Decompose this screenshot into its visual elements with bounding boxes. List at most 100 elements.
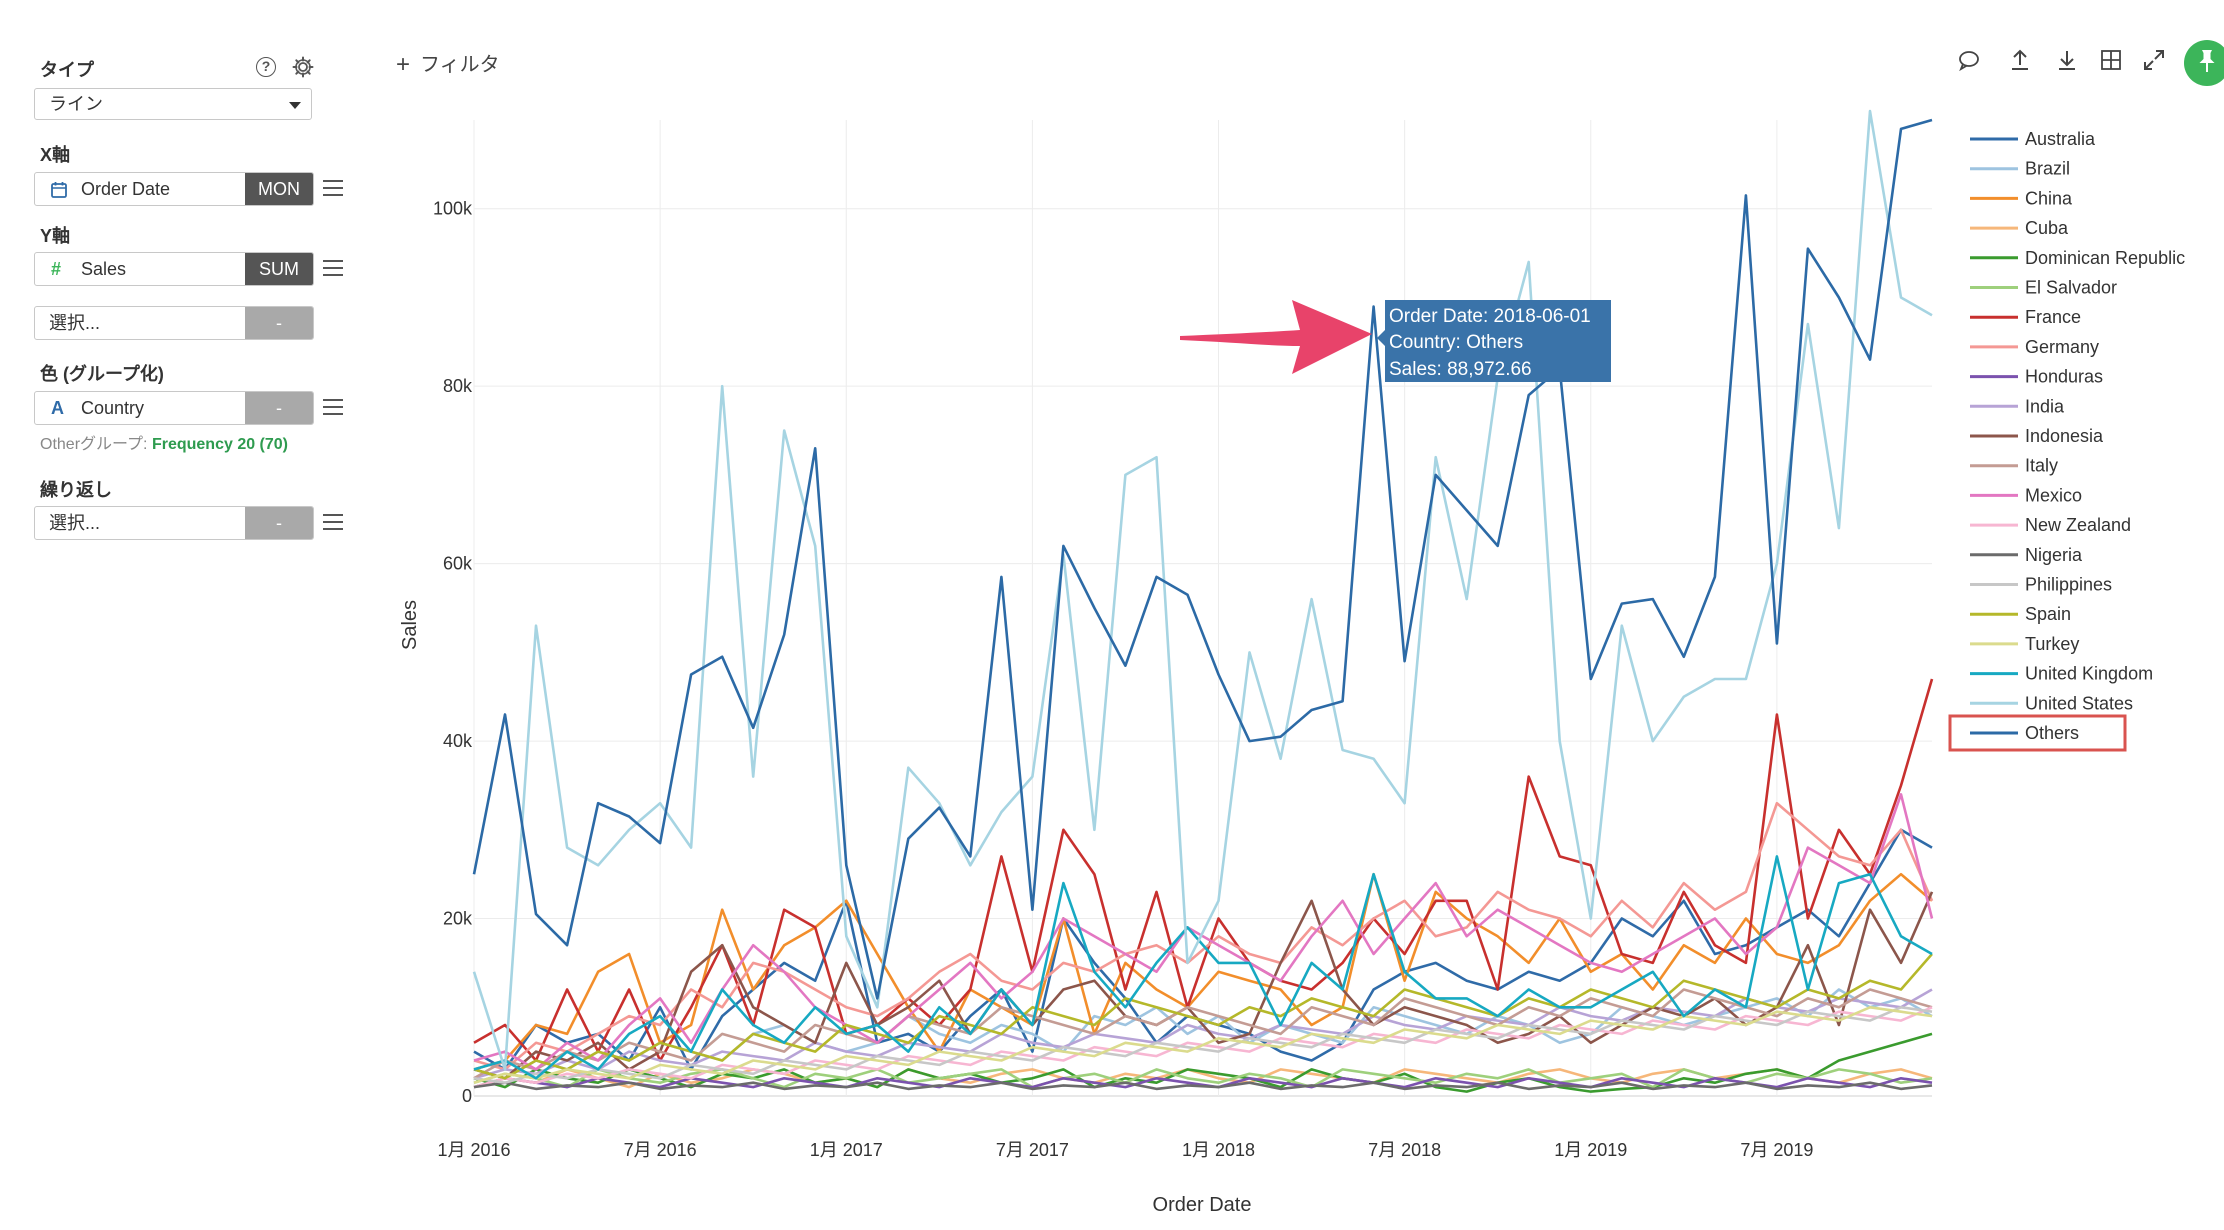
other-group-note: Otherグループ: Frequency 20 (70)	[40, 430, 288, 454]
legend-item-cuba[interactable]: Cuba	[1970, 218, 2069, 238]
chart-type-value: ライン	[49, 94, 103, 114]
legend-item-others[interactable]: Others	[1948, 714, 2127, 752]
color-aggregation-button[interactable]: -	[245, 392, 313, 424]
pin-button[interactable]	[2184, 40, 2224, 86]
legend-item-mexico[interactable]: Mexico	[1970, 485, 2082, 505]
legend-item-honduras[interactable]: Honduras	[1970, 367, 2103, 387]
x-axis-aggregation-button[interactable]: MON	[245, 173, 313, 205]
legend-item-spain[interactable]: Spain	[1970, 604, 2071, 624]
numeric-type-icon: #	[51, 259, 62, 279]
legend-label: France	[2025, 307, 2081, 327]
text-type-icon: A	[51, 398, 64, 418]
y-tick-label: 80k	[443, 376, 473, 396]
x-tick-label: 1月 2019	[1554, 1140, 1627, 1160]
series-line-spain[interactable]	[473, 953, 1933, 1080]
tooltip-pointer	[1377, 330, 1385, 346]
plus-icon: +	[396, 51, 411, 78]
table-icon[interactable]	[2099, 48, 2123, 72]
series-line-philippines[interactable]	[473, 1005, 1933, 1084]
series-line-united-states[interactable]	[472, 109, 1933, 1071]
legend-item-germany[interactable]: Germany	[1970, 337, 2099, 357]
y-tick-label: 40k	[443, 731, 473, 751]
comment-icon[interactable]	[1957, 48, 1981, 72]
series-line-italy[interactable]	[473, 988, 1933, 1080]
y-axis-field[interactable]: # Sales SUM	[34, 252, 314, 286]
upload-icon[interactable]	[2008, 48, 2032, 72]
other-group-label: Otherグループ:	[40, 436, 152, 453]
legend-item-france[interactable]: France	[1970, 307, 2081, 327]
legend-label: Australia	[2025, 129, 2096, 149]
legend-item-italy[interactable]: Italy	[1970, 456, 2058, 476]
repeat-menu-icon[interactable]	[323, 514, 343, 530]
legend-item-turkey[interactable]: Turkey	[1970, 634, 2079, 654]
legend-label: Nigeria	[2025, 545, 2083, 565]
pointer-arrow-icon	[1180, 300, 1372, 374]
series-line-others[interactable]	[472, 118, 1933, 1000]
legend-item-united-states[interactable]: United States	[1970, 693, 2133, 713]
other-group-frequency-link[interactable]: Frequency 20 (70)	[151, 436, 289, 453]
series-line-turkey[interactable]	[473, 1005, 1933, 1084]
legend-item-new-zealand[interactable]: New Zealand	[1970, 515, 2131, 535]
series-line-china[interactable]	[473, 872, 1933, 1071]
y-tick-label: 20k	[443, 909, 473, 929]
legend-item-india[interactable]: India	[1970, 396, 2065, 416]
legend-label: United States	[2025, 693, 2133, 713]
x-tick-label: 7月 2018	[1368, 1140, 1441, 1160]
series-line-united-kingdom[interactable]	[473, 855, 1933, 1080]
question-circle-icon[interactable]: ?	[256, 57, 276, 77]
legend-item-philippines[interactable]: Philippines	[1970, 575, 2112, 595]
y-axis-field-label: Sales	[81, 259, 127, 279]
legend-item-china[interactable]: China	[1970, 188, 2073, 208]
series-line-nigeria[interactable]	[473, 1081, 1933, 1091]
x-tick-label: 1月 2017	[810, 1140, 883, 1160]
chart-series	[472, 109, 1934, 1093]
y-axis: 0 20k 40k 60k 80k 100k	[433, 199, 473, 1106]
y-extra-select[interactable]: 選択... -	[34, 306, 314, 340]
series-line-dominican-republic[interactable]	[473, 1032, 1933, 1093]
series-line-france[interactable]	[473, 678, 1934, 1062]
legend-item-indonesia[interactable]: Indonesia	[1970, 426, 2104, 446]
legend-item-el-salvador[interactable]: El Salvador	[1970, 278, 2117, 298]
color-menu-icon[interactable]	[323, 399, 343, 415]
legend-label: Brazil	[2025, 159, 2070, 179]
filter-label: フィルタ	[420, 54, 500, 76]
chart-type-select[interactable]: ライン	[34, 88, 312, 120]
legend-item-united-kingdom[interactable]: United Kingdom	[1970, 664, 2153, 684]
add-filter-button[interactable]: + フィルタ	[396, 48, 500, 79]
legend-label: Italy	[2025, 456, 2058, 476]
x-tick-label: 7月 2019	[1740, 1140, 1813, 1160]
x-axis-menu-icon[interactable]	[323, 180, 343, 196]
x-axis-field[interactable]: Order Date MON	[34, 172, 314, 206]
x-tick-label: 1月 2016	[437, 1140, 510, 1160]
y-axis-aggregation-button[interactable]: SUM	[245, 253, 313, 285]
series-line-germany[interactable]	[473, 801, 1934, 1071]
legend-label: New Zealand	[2025, 515, 2131, 535]
x-tick-label: 7月 2017	[996, 1140, 1069, 1160]
legend-item-dominican-republic[interactable]: Dominican Republic	[1970, 248, 2185, 268]
repeat-placeholder: 選択...	[49, 513, 101, 533]
color-field[interactable]: A Country -	[34, 391, 314, 425]
repeat-select[interactable]: 選択... -	[34, 506, 314, 540]
gear-icon[interactable]	[292, 56, 314, 78]
chart-settings-panel: タイプ ? ライン X軸 Order Date MON Y軸 # Sales S…	[0, 0, 370, 1230]
y-axis-menu-icon[interactable]	[323, 260, 343, 276]
legend-label: Cuba	[2025, 218, 2069, 238]
y-extra-placeholder: 選択...	[49, 313, 101, 333]
chart-gridlines	[473, 120, 1932, 1097]
legend-highlight-box	[1948, 714, 2127, 752]
legend-label: Turkey	[2025, 634, 2079, 654]
x-axis-field-label: Order Date	[81, 179, 171, 199]
legend-label: Germany	[2025, 337, 2099, 357]
series-line-el-salvador[interactable]	[473, 1068, 1933, 1089]
legend-label: Dominican Republic	[2025, 248, 2185, 268]
download-icon[interactable]	[2055, 48, 2079, 72]
expand-icon[interactable]	[2142, 48, 2166, 72]
legend-label: Others	[2025, 723, 2079, 743]
x-tick-label: 1月 2018	[1182, 1140, 1255, 1160]
chart-legend[interactable]: Australia Brazil China Cuba Dominican Republ…	[1948, 129, 2185, 752]
legend-item-nigeria[interactable]: Nigeria	[1970, 545, 2083, 565]
legend-item-australia[interactable]: Australia	[1970, 129, 2096, 149]
legend-item-brazil[interactable]: Brazil	[1970, 159, 2070, 179]
repeat-aggregation-button[interactable]: -	[245, 507, 313, 539]
y-extra-aggregation-button[interactable]: -	[245, 307, 313, 339]
